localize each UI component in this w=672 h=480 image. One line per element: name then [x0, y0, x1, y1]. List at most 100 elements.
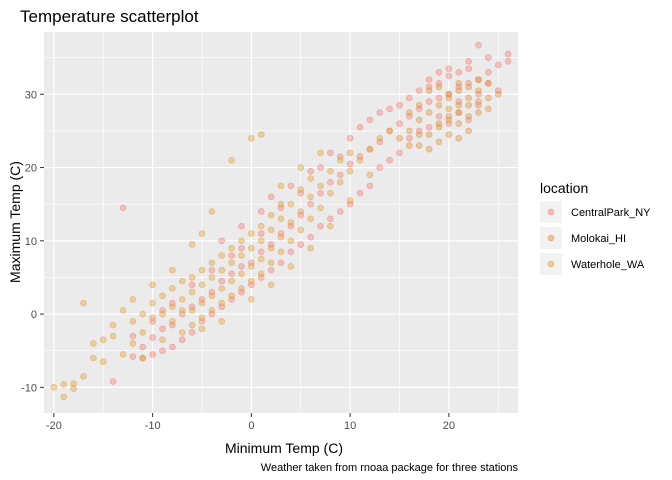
data-point [228, 259, 235, 267]
data-point [257, 131, 265, 138]
data-point [188, 329, 196, 336]
data-point [455, 87, 463, 94]
data-point [277, 248, 285, 256]
data-point [238, 263, 245, 270]
data-point [50, 384, 58, 391]
data-point [346, 134, 354, 142]
data-point [129, 332, 137, 340]
data-point [455, 109, 463, 116]
data-point [60, 393, 68, 401]
data-point [228, 156, 235, 164]
data-point [356, 156, 364, 164]
data-point [396, 101, 403, 109]
data-point [435, 112, 443, 120]
data-point [178, 277, 186, 285]
data-point [445, 94, 453, 102]
data-point [346, 197, 354, 204]
legend-key [540, 227, 562, 249]
data-point [267, 259, 275, 267]
data-point [455, 134, 463, 142]
data-point [218, 237, 226, 245]
data-point [159, 310, 166, 318]
data-point [90, 354, 97, 362]
data-point [366, 116, 374, 124]
data-point [277, 204, 285, 212]
data-point [218, 318, 226, 325]
data-point [178, 329, 186, 336]
data-point [356, 123, 364, 131]
data-point [287, 237, 295, 245]
data-point [178, 336, 186, 344]
data-point [198, 296, 206, 303]
data-point [366, 145, 374, 153]
data-point [435, 123, 443, 131]
data-point [327, 149, 334, 157]
data-point [169, 266, 176, 274]
data-point [445, 116, 453, 124]
data-point [445, 120, 453, 127]
data-point [149, 351, 156, 358]
data-point [485, 94, 492, 102]
data-point [307, 167, 314, 175]
data-point [198, 230, 206, 237]
data-point [445, 72, 453, 80]
data-point [475, 101, 482, 109]
data-point [287, 200, 295, 208]
data-point [119, 204, 127, 212]
data-point [415, 127, 423, 135]
data-point [208, 274, 216, 281]
legend: location CentralPark_NY Molokai_HI Waterho… [540, 180, 651, 275]
data-point [139, 354, 147, 362]
data-point [336, 178, 344, 186]
data-point [109, 321, 117, 329]
data-point [485, 68, 492, 76]
data-point [346, 167, 354, 175]
y-tick-label: 10 [25, 236, 37, 248]
data-point [494, 87, 502, 94]
x-axis-ticks: -20 -10 0 10 20 [46, 413, 455, 432]
x-tick-label: 0 [248, 420, 254, 432]
data-point [317, 182, 324, 190]
data-point [287, 222, 295, 230]
data-point [159, 292, 166, 300]
y-tick-label: 0 [31, 309, 37, 321]
data-point [198, 314, 206, 322]
data-point [277, 233, 285, 241]
data-point [159, 325, 166, 333]
y-axis-ticks: -10 0 10 20 30 [21, 89, 44, 394]
data-point [465, 116, 472, 124]
data-point [445, 65, 453, 72]
data-point [248, 244, 255, 252]
data-point [475, 41, 482, 49]
data-point [277, 259, 285, 267]
data-point [317, 204, 324, 212]
data-point [455, 98, 463, 105]
data-point [386, 127, 393, 135]
legend-symbol [547, 208, 555, 216]
data-point [248, 263, 255, 270]
data-point [445, 131, 453, 138]
data-point [238, 285, 245, 292]
data-point [386, 156, 393, 164]
data-point [169, 303, 176, 311]
data-point [425, 76, 433, 83]
data-point [287, 219, 295, 226]
data-point [415, 116, 423, 124]
data-point [188, 281, 196, 289]
data-point [455, 120, 463, 127]
data-point [198, 281, 206, 289]
data-point [475, 76, 482, 83]
data-point [356, 153, 364, 160]
y-axis-title: Maximum Temp (C) [7, 161, 23, 283]
data-point [465, 83, 472, 91]
data-point [415, 87, 423, 94]
data-point [425, 83, 433, 91]
y-tick-label: -10 [21, 382, 37, 394]
data-point [178, 296, 186, 303]
data-point [238, 244, 245, 252]
data-point [376, 164, 384, 171]
data-point [198, 299, 206, 307]
data-point [257, 248, 265, 256]
data-point [257, 222, 265, 230]
grid-major-lines [44, 32, 518, 413]
